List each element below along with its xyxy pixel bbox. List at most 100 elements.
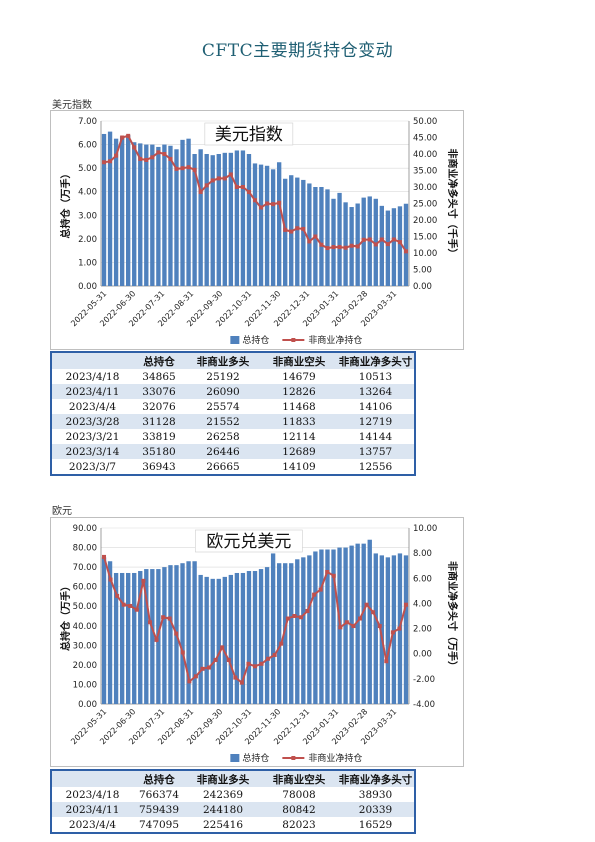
- legend-bar-swatch: [230, 336, 240, 344]
- line-point: [325, 570, 330, 574]
- table-header-cell: [51, 352, 133, 369]
- bar: [276, 563, 282, 704]
- table-cell-date: 2023/4/4: [51, 399, 133, 414]
- table-cell-value: 26446: [185, 444, 261, 459]
- table-cell-value: 16529: [337, 817, 415, 833]
- bar: [162, 567, 167, 704]
- line-point: [337, 245, 342, 250]
- bar: [204, 576, 209, 704]
- line-point: [246, 661, 251, 666]
- bar: [198, 149, 203, 286]
- line-point: [351, 624, 356, 629]
- y-tick-label: 0.00: [78, 282, 97, 292]
- line-point: [228, 172, 233, 177]
- line-point: [312, 592, 317, 597]
- bar: [228, 574, 234, 704]
- table-cell-value: 25192: [185, 369, 261, 384]
- line-point: [385, 242, 390, 247]
- y2-tick-label: 4.00: [413, 599, 432, 609]
- bar: [150, 569, 155, 704]
- line-point: [128, 603, 133, 608]
- table-row: 2023/4/18 766374 242369 78008 38930: [51, 787, 415, 802]
- legend-line-label: 非商业净持仓: [308, 334, 362, 346]
- table-cell-value: 13264: [337, 384, 415, 399]
- y2-tick-label: 40.00: [413, 150, 437, 160]
- line-point: [120, 135, 125, 140]
- y-tick-label: 90.00: [73, 524, 97, 534]
- table-cell-date: 2023/4/4: [51, 817, 133, 833]
- bar: [150, 144, 155, 286]
- table-cell-value: 34865: [133, 369, 185, 384]
- legend-bar-swatch: [230, 754, 240, 762]
- line-point: [156, 150, 161, 155]
- legend-line-label: 非商业净持仓: [308, 752, 362, 764]
- table-cell-date: 2023/4/18: [51, 369, 133, 384]
- table-cell-date: 2023/3/21: [51, 429, 133, 444]
- bar: [240, 150, 246, 286]
- line-point: [192, 167, 197, 172]
- bar: [385, 557, 391, 704]
- y-tick-label: 50.00: [73, 602, 97, 612]
- table-cell-date: 2023/4/18: [51, 787, 133, 802]
- line-point: [325, 246, 330, 251]
- y-tick-label: 6.00: [78, 141, 97, 151]
- table-cell-value: 759439: [133, 802, 185, 817]
- table-header-cell: 非商业净多头寸: [337, 352, 415, 369]
- table-cell-value: 32076: [133, 399, 185, 414]
- table-cell-value: 26258: [185, 429, 261, 444]
- bar: [403, 203, 409, 286]
- bar: [144, 144, 149, 286]
- bar: [138, 571, 143, 704]
- line-point: [397, 626, 402, 631]
- table-header-row: 总持仓 非商业多头 非商业空头 非商业净多头寸: [51, 352, 415, 369]
- y2-axis-title: 非商业净多头寸（万手）: [446, 561, 459, 671]
- line-point: [305, 608, 310, 613]
- bar: [234, 150, 240, 286]
- bar: [210, 155, 215, 286]
- y-tick-label: 7.00: [78, 117, 97, 127]
- y-tick-label: 80.00: [73, 544, 97, 554]
- y2-tick-label: -4.00: [413, 700, 435, 710]
- bar: [246, 571, 252, 704]
- line-point: [318, 587, 323, 592]
- table-row: 2023/4/4 747095 225416 82023 16529: [51, 817, 415, 833]
- legend-bar-label: 总持仓: [242, 752, 269, 764]
- line-point: [301, 226, 306, 231]
- bar: [132, 572, 137, 704]
- bar: [361, 543, 366, 704]
- bar: [234, 572, 240, 704]
- line-point: [373, 242, 378, 247]
- line-point: [147, 620, 152, 625]
- table-cell-value: 35180: [133, 444, 185, 459]
- y-tick-label: 60.00: [73, 583, 97, 593]
- line-point: [344, 620, 349, 625]
- line-point: [285, 616, 290, 621]
- table-cell-date: 2023/4/11: [51, 384, 133, 399]
- bar: [132, 142, 137, 286]
- line-point: [331, 573, 336, 578]
- table-cell-value: 33076: [133, 384, 185, 399]
- table-cell-value: 13757: [337, 444, 415, 459]
- bar: [216, 578, 221, 704]
- bar: [313, 551, 318, 704]
- table-cell-value: 10513: [337, 369, 415, 384]
- chart-title-box: [204, 122, 294, 146]
- y2-tick-label: 10.00: [413, 249, 437, 259]
- table-cell-value: 766374: [133, 787, 185, 802]
- bar: [295, 177, 300, 286]
- bar: [385, 210, 391, 286]
- line-point: [193, 674, 198, 679]
- line-point: [216, 176, 221, 181]
- table-header-cell: 总持仓: [133, 770, 185, 787]
- table-header-row: 总持仓 非商业多头 非商业空头 非商业净多头寸: [51, 770, 415, 787]
- table-cell-value: 26665: [185, 459, 261, 475]
- line-point: [226, 658, 231, 662]
- line-point: [391, 237, 396, 242]
- line-point: [397, 240, 402, 245]
- y2-tick-label: 8.00: [413, 549, 432, 559]
- line-point: [307, 239, 312, 244]
- table-row: 2023/3/14 35180 26446 12689 13757: [51, 444, 415, 459]
- bar: [240, 572, 246, 704]
- bar: [283, 563, 288, 704]
- line-point: [253, 198, 257, 203]
